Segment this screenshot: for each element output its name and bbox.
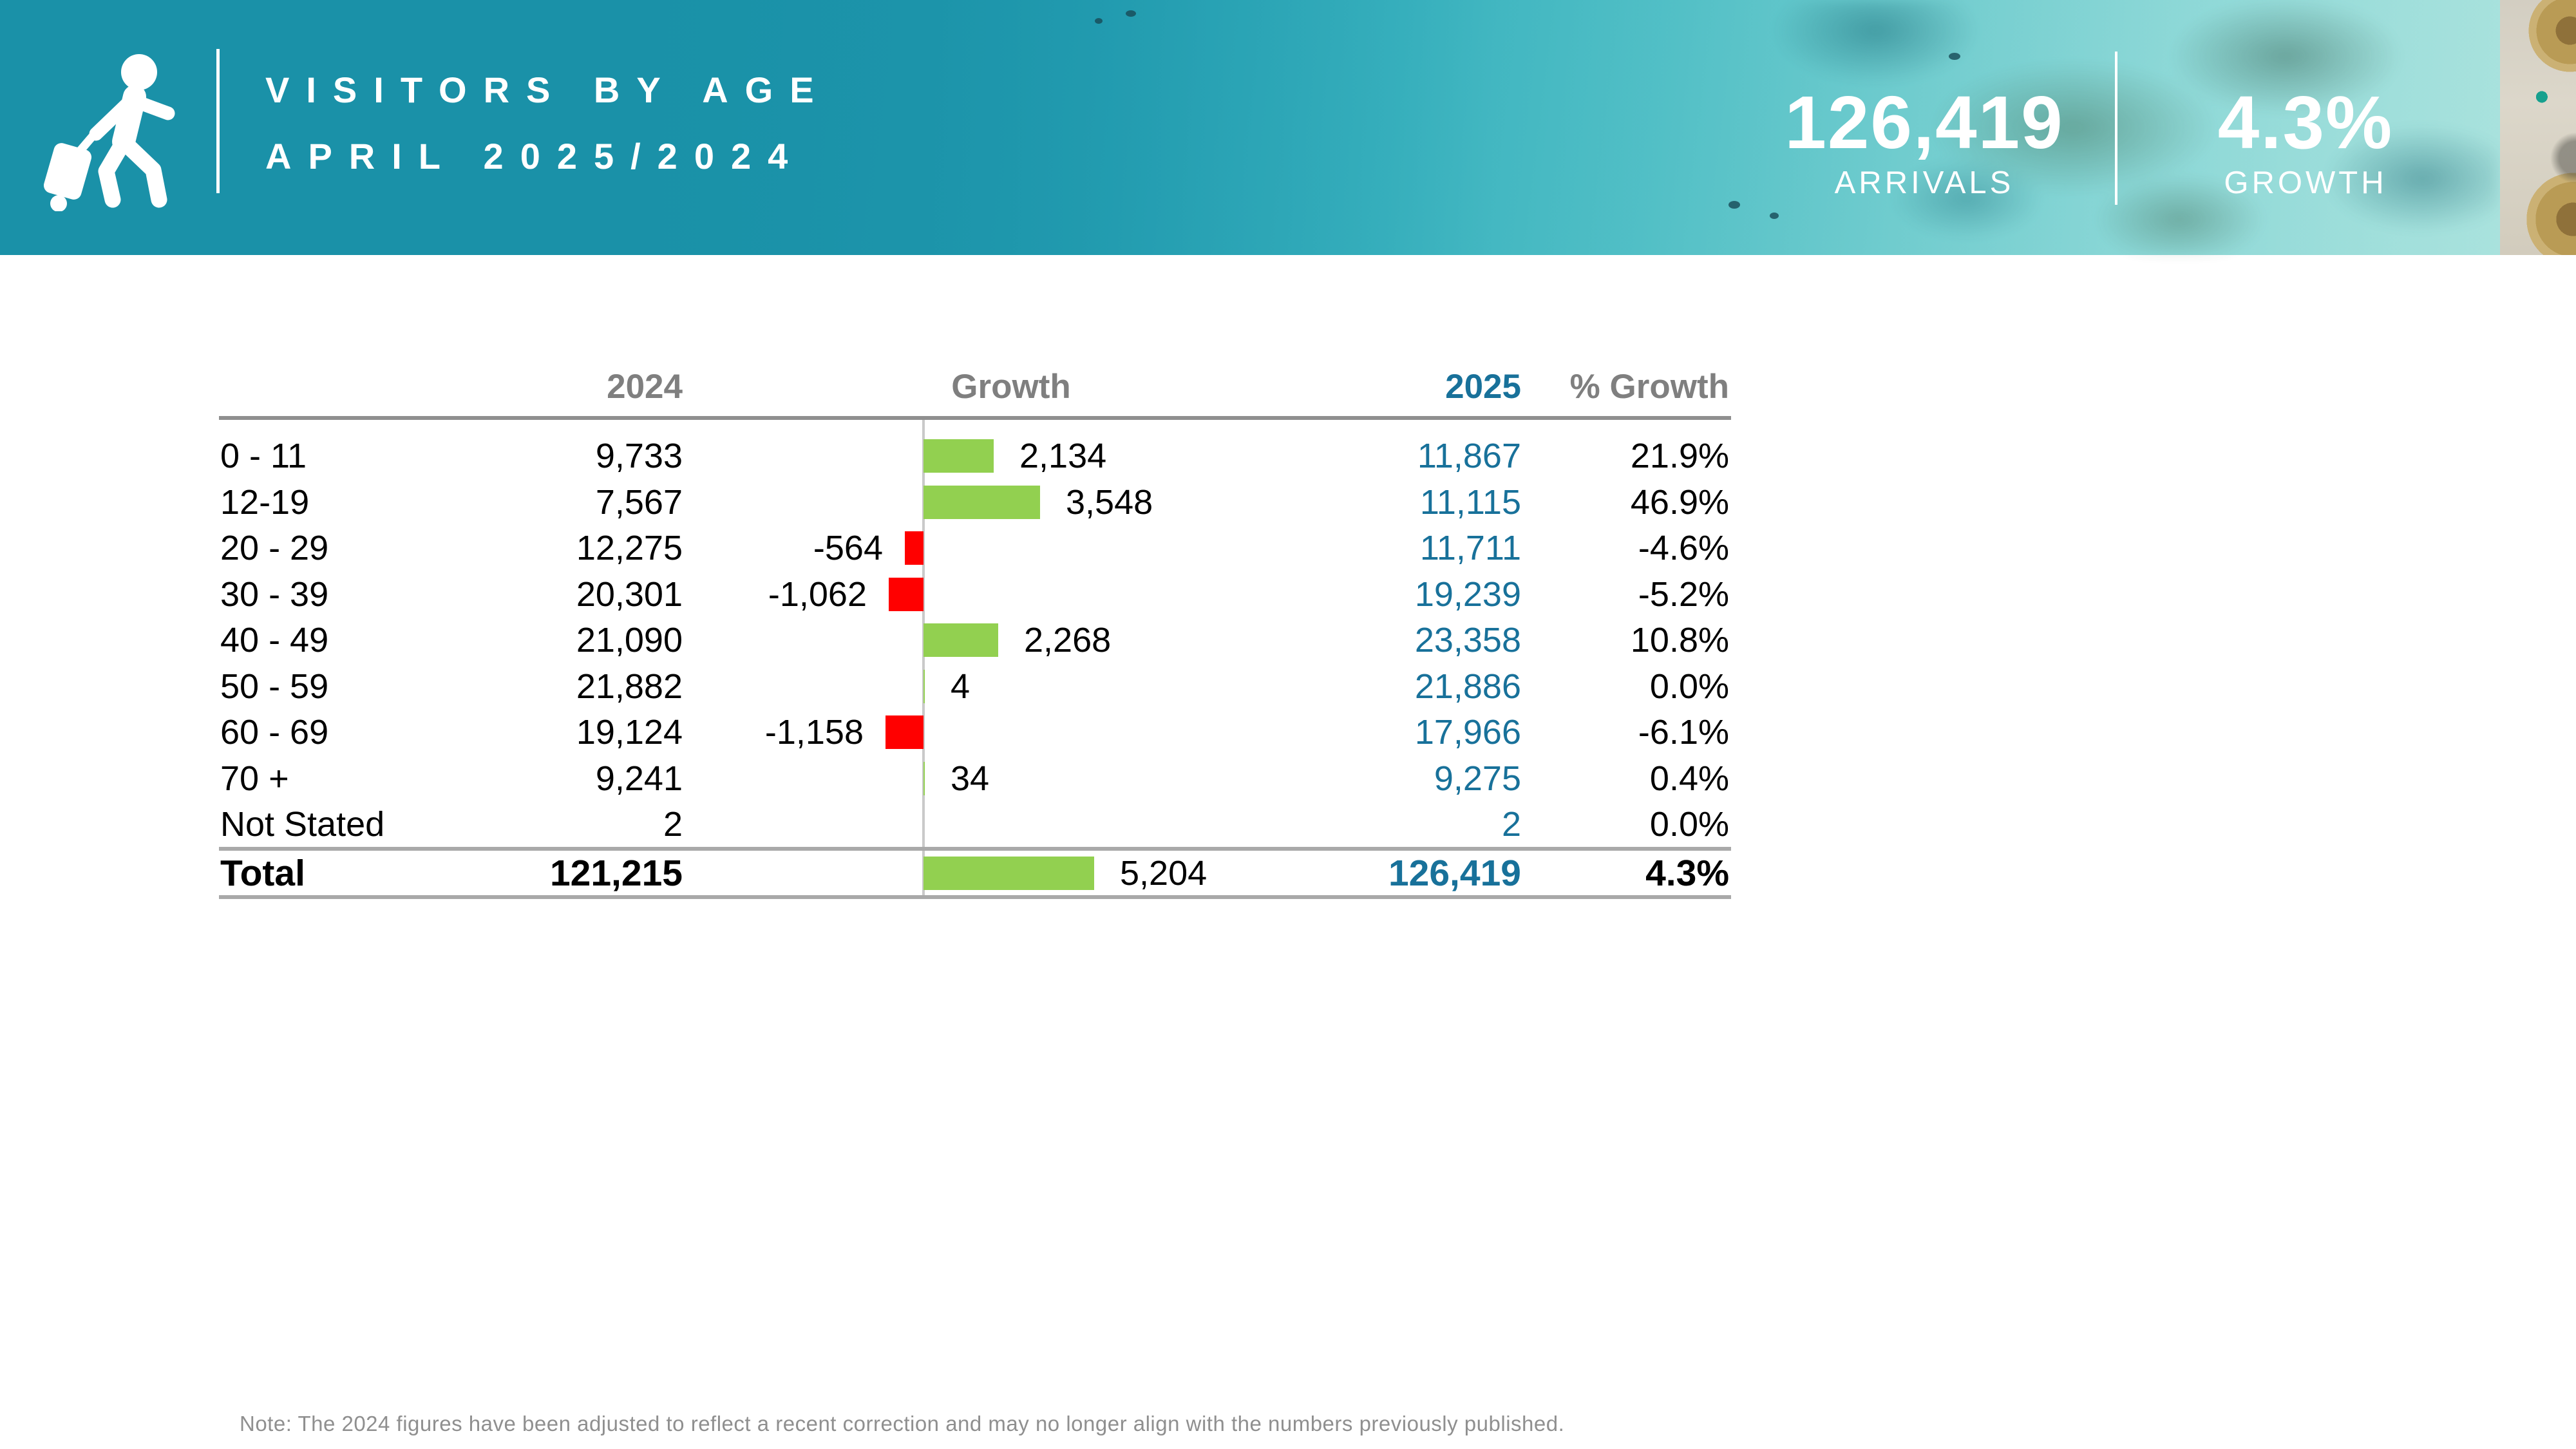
pct-growth-value: -5.2%: [1638, 574, 1729, 614]
column-header-pct-growth: % Growth: [1569, 368, 1729, 406]
age-group-label: 12-19: [220, 482, 310, 522]
swimmer-speck: [1770, 213, 1779, 219]
growth-value-label: 3,548: [1066, 482, 1153, 522]
table-row: 70 + 9,241 34 9,275 0.4%: [219, 755, 1731, 802]
value-2024: 20,301: [576, 574, 683, 614]
pct-growth-value: 0.0%: [1649, 805, 1729, 844]
traveler-with-luggage-icon: [31, 37, 193, 212]
kpi-arrivals-value: 126,419: [1785, 80, 2064, 164]
value-2025: 2: [1501, 805, 1521, 844]
pct-growth-value: 0.0%: [1649, 667, 1729, 706]
age-group-label: 60 - 69: [220, 713, 329, 752]
value-2025: 9,275: [1434, 759, 1521, 798]
column-header-2025: 2025: [1445, 368, 1521, 406]
growth-value-label: 2,268: [1024, 621, 1112, 659]
age-group-label: 20 - 29: [220, 529, 329, 567]
value-2024: 21,090: [576, 621, 683, 659]
table-row: 50 - 59 21,882 4 21,886 0.0%: [219, 663, 1731, 710]
value-2025: 11,867: [1417, 437, 1521, 475]
kpi-arrivals-label: ARRIVALS: [1834, 166, 2014, 200]
growth-bar-negative: [889, 577, 923, 611]
column-header-growth: Growth: [951, 368, 1071, 406]
value-2024: 2: [663, 805, 683, 844]
value-2024: 9,733: [595, 437, 683, 475]
age-group-label: 0 - 11: [220, 437, 307, 475]
column-header-2024: 2024: [607, 368, 683, 406]
table-row: Not Stated 2 2 0.0%: [219, 801, 1731, 848]
growth-bar-positive: [923, 669, 925, 703]
pct-growth-value: 4.3%: [1645, 853, 1729, 894]
growth-value-label: -1,158: [764, 713, 864, 752]
pct-growth-value: 46.9%: [1630, 482, 1729, 522]
growth-bar-negative: [886, 715, 923, 749]
kpi-growth-label: GROWTH: [2224, 166, 2387, 200]
value-2025: 126,419: [1388, 853, 1521, 894]
age-group-label: Total: [220, 853, 305, 894]
kpi-growth: 4.3% GROWTH: [2125, 80, 2486, 201]
growth-bar-positive: [923, 761, 925, 795]
header-underline: [219, 416, 1731, 420]
value-2025: 17,966: [1414, 713, 1521, 752]
growth-bar-negative: [905, 531, 923, 565]
beach-umbrellas-photo-strip: [2500, 0, 2576, 255]
total-row: Total 121,215 5,204 126,419 4.3%: [219, 851, 1731, 895]
swimmer-speck: [1126, 10, 1136, 17]
value-2024: 12,275: [576, 529, 683, 567]
age-group-label: 70 +: [220, 759, 289, 798]
pct-growth-value: 10.8%: [1630, 621, 1729, 659]
age-group-label: 50 - 59: [220, 667, 329, 706]
visitors-by-age-table: 2024 Growth 2025 % Growth 0 - 11 9,733 2,1…: [219, 361, 1731, 905]
value-2025: 21,886: [1414, 667, 1521, 706]
age-group-label: Not Stated: [220, 805, 385, 844]
header-band: VISITORS BY AGE APRIL 2025/2024 126,419 …: [0, 0, 2576, 255]
total-row-top-border: [219, 847, 1731, 851]
value-2025: 23,358: [1414, 621, 1521, 659]
kpi-separator-line: [2115, 52, 2117, 205]
total-row-bottom-border: [219, 895, 1731, 899]
swimmer-speck: [1728, 201, 1740, 209]
pct-growth-value: 0.4%: [1649, 759, 1729, 798]
value-2024: 19,124: [576, 713, 683, 752]
growth-value-label: 34: [951, 759, 990, 798]
table-row: 20 - 29 12,275 -564 11,711 -4.6%: [219, 525, 1731, 571]
kpi-arrivals: 126,419 ARRIVALS: [1734, 80, 2115, 201]
value-2025: 19,239: [1414, 574, 1521, 614]
age-group-label: 30 - 39: [220, 574, 329, 614]
growth-bar-positive: [923, 485, 1040, 519]
value-2025: 11,711: [1419, 529, 1521, 567]
table-row: 40 - 49 21,090 2,268 23,358 10.8%: [219, 617, 1731, 663]
title-line-2: APRIL 2025/2024: [265, 136, 805, 176]
swimmer-speck: [1949, 53, 1960, 60]
pct-growth-value: 21.9%: [1630, 437, 1729, 475]
growth-value-label: 5,204: [1120, 854, 1208, 893]
table-row: 12-19 7,567 3,548 11,115 46.9%: [219, 479, 1731, 526]
value-2024: 121,215: [549, 853, 683, 894]
table-row: 0 - 11 9,733 2,134 11,867 21.9%: [219, 433, 1731, 479]
title-separator-line: [216, 49, 220, 193]
table-row: 30 - 39 20,301 -1,062 19,239 -5.2%: [219, 571, 1731, 618]
kpi-growth-value: 4.3%: [2217, 80, 2394, 164]
reef-texture: [1739, 0, 2499, 255]
growth-bar-positive: [923, 439, 994, 473]
swimmer-speck: [1095, 18, 1103, 24]
age-group-label: 40 - 49: [220, 621, 329, 659]
growth-bar-positive: [923, 623, 998, 657]
page-title: VISITORS BY AGE APRIL 2025/2024: [265, 57, 831, 189]
table-row: 60 - 69 19,124 -1,158 17,966 -6.1%: [219, 709, 1731, 755]
title-line-1: VISITORS BY AGE: [265, 70, 831, 110]
value-2024: 21,882: [576, 667, 683, 706]
pct-growth-value: -6.1%: [1638, 713, 1729, 752]
value-2025: 11,115: [1419, 482, 1521, 522]
zero-baseline-axis: [922, 420, 925, 898]
pct-growth-value: -4.6%: [1638, 529, 1729, 567]
growth-value-label: -1,062: [768, 574, 867, 614]
growth-value-label: 4: [951, 667, 971, 706]
footnote: Note: The 2024 figures have been adjuste…: [240, 1412, 1565, 1435]
growth-bar-positive: [923, 857, 1094, 890]
growth-value-label: -564: [813, 529, 883, 567]
value-2024: 7,567: [595, 482, 683, 522]
growth-value-label: 2,134: [1019, 437, 1107, 475]
value-2024: 9,241: [595, 759, 683, 798]
